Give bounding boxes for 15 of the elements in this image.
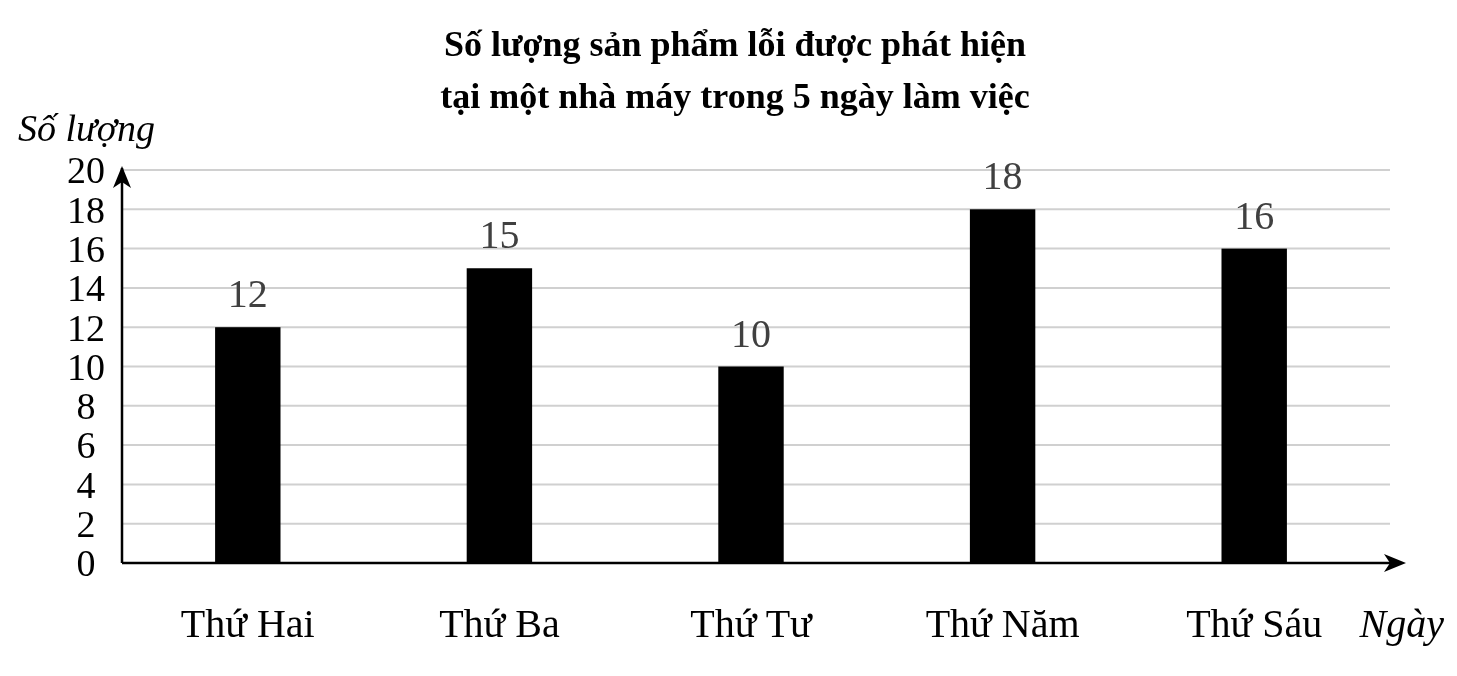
data-label: 12 xyxy=(227,271,268,317)
data-label: 16 xyxy=(1234,192,1275,238)
data-label: 15 xyxy=(479,212,520,258)
y-axis-title: Số lượng xyxy=(18,107,156,149)
x-tick-label: Thứ Sáu xyxy=(1186,601,1323,646)
x-tick-label: Thứ Hai xyxy=(180,601,315,646)
x-tick-label: Thứ Tư xyxy=(690,601,814,646)
data-label: 18 xyxy=(982,153,1023,199)
x-tick-label: Thứ Ba xyxy=(439,601,560,646)
y-tick-label: 0 xyxy=(76,542,96,585)
y-tick-label: 2 xyxy=(76,503,96,545)
x-axis-title: Ngày xyxy=(1358,601,1445,646)
chart-title: Số lượng sản phẩm lỗi được phát hiện tại một nhà máy trong 5 ngày làm việc xyxy=(440,24,1030,116)
data-label: 10 xyxy=(731,310,771,356)
x-tick-label: Thứ Năm xyxy=(925,601,1080,646)
